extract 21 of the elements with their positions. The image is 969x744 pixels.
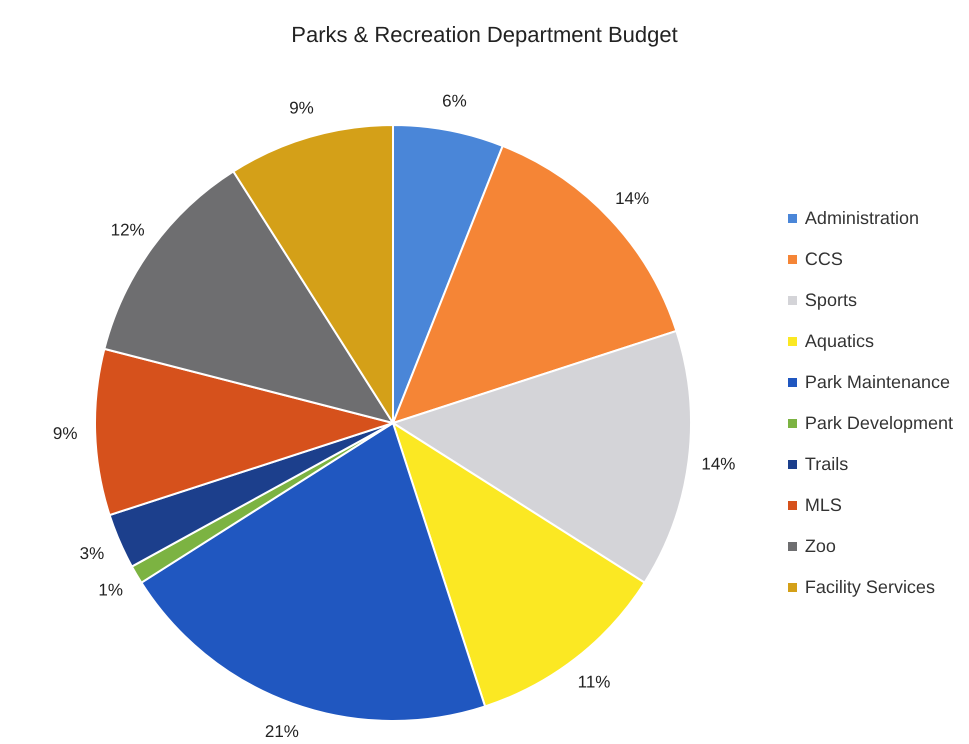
legend-label: MLS	[804, 494, 842, 517]
legend-label: Park Development	[804, 412, 953, 435]
data-label: 14%	[615, 188, 650, 208]
legend-label: CCS	[804, 248, 843, 271]
legend-label: Park Maintenance	[804, 371, 950, 394]
legend-label: Facility Services	[804, 576, 935, 599]
legend-label: Zoo	[804, 535, 836, 558]
legend-label: Administration	[804, 207, 919, 230]
data-label: 1%	[98, 580, 123, 600]
data-label: 3%	[80, 544, 104, 563]
data-label: 6%	[442, 91, 467, 110]
data-label: 9%	[52, 424, 78, 443]
data-label: 12%	[110, 220, 145, 240]
legend-label: Aquatics	[804, 330, 874, 353]
data-label: 9%	[289, 98, 314, 118]
data-label: 14%	[701, 454, 736, 474]
legend-label: Sports	[804, 289, 857, 312]
chart-title: Parks & Recreation Department Budget	[290, 21, 679, 49]
data-label: 11%	[578, 672, 610, 692]
legend-label: Trails	[804, 453, 848, 476]
data-label: 21%	[264, 722, 299, 742]
